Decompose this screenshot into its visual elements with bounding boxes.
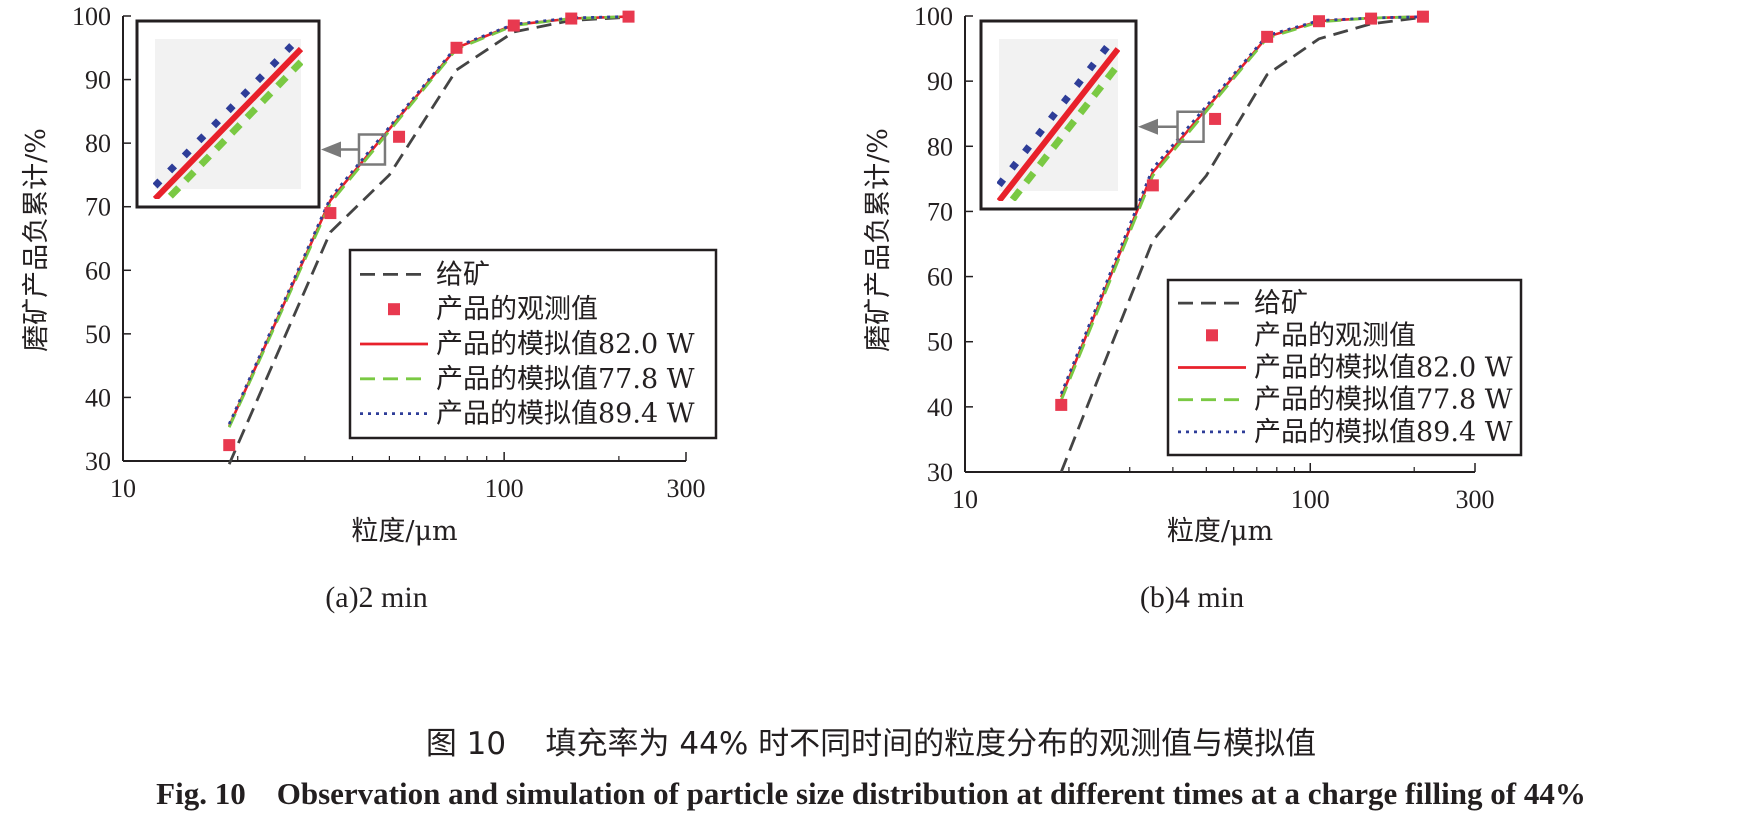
data-point-observed bbox=[1313, 15, 1326, 28]
inset-plot-area bbox=[999, 39, 1118, 191]
y-tick-label: 40 bbox=[927, 393, 953, 422]
y-axis-title: 磨矿产品负累计/% bbox=[863, 128, 894, 352]
inset-line-产品的模拟值82.0 W bbox=[997, 47, 1120, 201]
y-tick-label: 60 bbox=[85, 256, 111, 285]
chart-panel-b: 30 40 50 60 70 80 90 100 10 100 300 磨矿产品负累计/% 粒度/μm (… bbox=[863, 2, 1523, 614]
inset-line-产品的模拟值89.4 W bbox=[153, 39, 303, 189]
y-tick-label: 40 bbox=[85, 383, 111, 412]
inset-zoomed-lines bbox=[153, 39, 303, 199]
figure-caption-chinese: 图 10 填充率为 44% 时不同时间的粒度分布的观测值与模拟值 bbox=[425, 726, 1317, 762]
x-tick-label: 10 bbox=[952, 485, 978, 514]
legend-label: 产品的模拟值82.0 W bbox=[436, 329, 695, 360]
x-axis-title: 粒度/μm bbox=[351, 516, 457, 547]
data-point-observed bbox=[507, 19, 520, 32]
y-tick-label: 90 bbox=[927, 67, 953, 96]
x-tick-label: 100 bbox=[1291, 485, 1330, 514]
y-tick-label: 100 bbox=[72, 2, 111, 31]
y-tick-label: 50 bbox=[927, 328, 953, 357]
data-point-observed bbox=[1261, 30, 1274, 43]
data-point-observed bbox=[622, 10, 635, 23]
legend-label: 产品的模拟值77.8 W bbox=[436, 364, 695, 395]
series-line-产品的模拟值77.8 W bbox=[1059, 15, 1423, 401]
y-tick-label: 70 bbox=[927, 197, 953, 226]
zoom-arrow-head bbox=[321, 141, 341, 158]
x-tick-label: 10 bbox=[110, 474, 136, 503]
inset-zoomed-lines bbox=[997, 39, 1120, 201]
legend-symbol-observed bbox=[1206, 329, 1218, 342]
legend-label: 产品的模拟值77.8 W bbox=[1254, 385, 1513, 416]
y-tick-label: 30 bbox=[85, 447, 111, 476]
legend-label: 给矿 bbox=[436, 259, 490, 290]
data-point-observed bbox=[324, 207, 337, 220]
legend-label: 产品的模拟值89.4 W bbox=[436, 399, 695, 430]
legend-label: 产品的模拟值89.4 W bbox=[1254, 417, 1513, 448]
panel-subtitle: (a)2 min bbox=[325, 581, 427, 614]
y-tick-label: 70 bbox=[85, 193, 111, 222]
chart-panel-a: 30 40 50 60 70 80 90 100 10 100 300 磨矿产品负累计/% 粒度/μm (… bbox=[21, 2, 718, 614]
legend-label: 给矿 bbox=[1254, 288, 1308, 319]
data-point-observed bbox=[565, 12, 578, 25]
data-point-observed bbox=[1055, 398, 1068, 411]
y-tick-label: 90 bbox=[85, 66, 111, 95]
legend-label: 产品的观测值 bbox=[436, 294, 598, 325]
x-tick-label: 300 bbox=[1456, 485, 1495, 514]
inset-plot-area bbox=[155, 39, 301, 189]
figure-caption-english: Fig. 10 Observation and simulation of pa… bbox=[156, 776, 1586, 811]
data-point-observed bbox=[1365, 12, 1378, 25]
y-tick-label: 30 bbox=[927, 458, 953, 487]
zoom-arrow-head bbox=[1138, 118, 1158, 135]
data-point-observed bbox=[1209, 112, 1222, 125]
y-tick-label: 60 bbox=[927, 263, 953, 292]
x-tick-label: 100 bbox=[485, 474, 524, 503]
y-tick-label: 50 bbox=[85, 320, 111, 349]
data-point-observed bbox=[223, 439, 236, 452]
legend-label: 产品的观测值 bbox=[1254, 320, 1416, 351]
y-tick-label: 80 bbox=[85, 129, 111, 158]
y-axis-title: 磨矿产品负累计/% bbox=[21, 128, 52, 352]
inset-line-产品的模拟值82.0 W bbox=[153, 46, 303, 199]
data-point-observed bbox=[1416, 10, 1429, 23]
panel-subtitle: (b)4 min bbox=[1140, 581, 1244, 614]
y-tick-label: 100 bbox=[914, 2, 953, 31]
data-point-observed bbox=[450, 41, 463, 54]
inset-line-产品的模拟值77.8 W bbox=[1007, 62, 1120, 201]
x-tick-label: 300 bbox=[667, 474, 706, 503]
y-tick-label: 80 bbox=[927, 132, 953, 161]
data-point-observed bbox=[1146, 179, 1159, 192]
legend-label: 产品的模拟值82.0 W bbox=[1254, 353, 1513, 384]
series-line-给矿 bbox=[1059, 15, 1424, 473]
data-point-observed bbox=[393, 130, 406, 143]
x-axis-title: 粒度/μm bbox=[1167, 516, 1273, 547]
legend-symbol-observed bbox=[388, 303, 400, 316]
series-line-产品的模拟值89.4 W bbox=[1059, 15, 1423, 395]
